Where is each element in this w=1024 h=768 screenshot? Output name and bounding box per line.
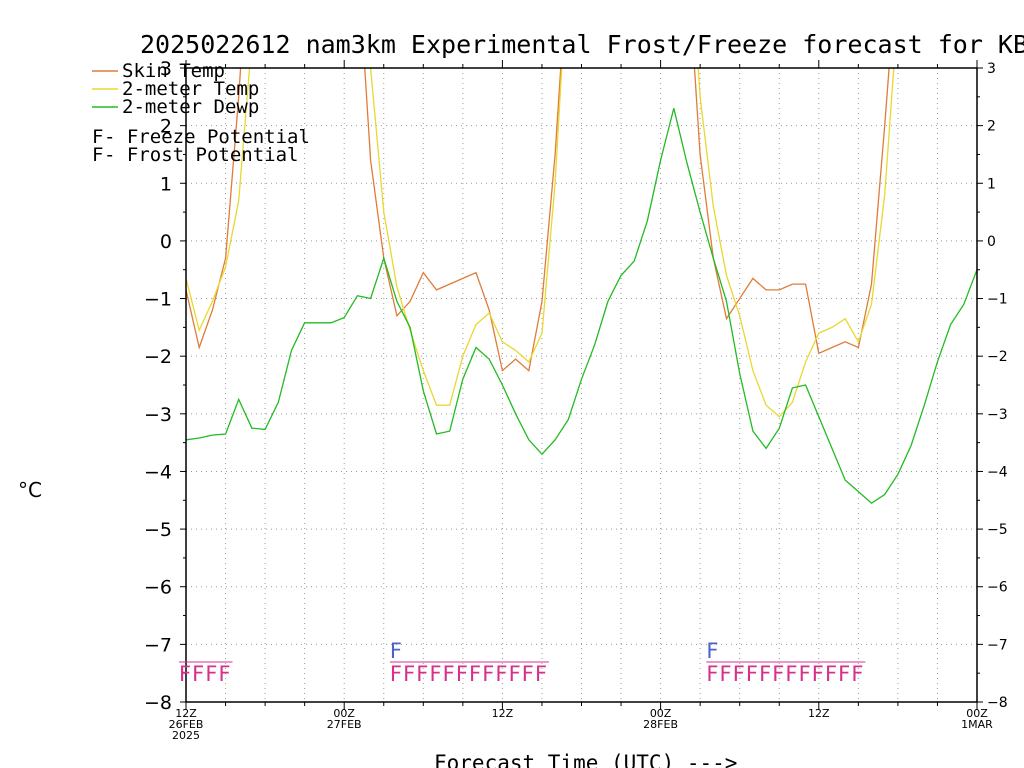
- y-tick-label-right: −6: [987, 580, 1008, 596]
- y-tick-label-right: −8: [987, 695, 1008, 711]
- y-tick-label-left: −6: [144, 577, 172, 599]
- y-tick-label-left: −7: [144, 634, 172, 656]
- y-tick-label-left: 1: [160, 173, 172, 195]
- freeze-flag: F: [429, 662, 441, 686]
- y-tick-label-left: 0: [160, 231, 172, 253]
- x-tick-label: 28FEB: [643, 718, 678, 731]
- x-axis-label: Forecast Time (UTC) --->: [434, 751, 737, 768]
- freeze-flag: F: [535, 662, 547, 686]
- legend-label: Skin Temp: [122, 60, 225, 82]
- freeze-flag: F: [522, 662, 534, 686]
- x-tick-label: 12Z: [808, 707, 830, 720]
- freeze-flag: F: [482, 662, 494, 686]
- legend-label: 2-meter Temp: [122, 78, 259, 100]
- freeze-flag: F: [192, 662, 204, 686]
- y-tick-label-left: −3: [144, 404, 172, 426]
- freeze-flag: F: [706, 662, 718, 686]
- chart-title: 2025022612 nam3km Experimental Frost/Fre…: [140, 30, 1024, 59]
- legend-label: 2-meter Dewp: [122, 96, 259, 118]
- freeze-flag: F: [456, 662, 468, 686]
- x-tick-label: 27FEB: [327, 718, 362, 731]
- legend-potential-letter: F: [92, 144, 103, 166]
- freeze-flag: F: [759, 662, 771, 686]
- y-tick-label-right: −4: [987, 464, 1008, 480]
- legend-potential-label: - Freeze Potential: [104, 126, 310, 148]
- y-tick-label-left: −2: [144, 346, 172, 368]
- series-line-2-meter-dewp: [186, 108, 977, 505]
- legend-potential-letter: F: [92, 126, 103, 148]
- series-line-2-meter-temp: [186, 68, 895, 418]
- y-tick-label-right: 0: [987, 234, 996, 250]
- y-tick-label-right: −3: [987, 407, 1008, 423]
- frost-flag: F: [706, 639, 718, 663]
- freeze-flag: F: [205, 662, 217, 686]
- y-axis-label: °C: [18, 478, 42, 502]
- y-tick-label-right: 2: [987, 119, 996, 135]
- potential-flags: F F F F F F F F F F F F F F F F F F F F F F F F F F F FF F: [179, 639, 866, 686]
- y-tick-label-left: −5: [144, 519, 172, 541]
- x-tick-label: 00Z: [650, 707, 672, 720]
- freeze-flag: F: [785, 662, 797, 686]
- freeze-flag: F: [799, 662, 811, 686]
- legend-potential-label: - Frost Potential: [104, 144, 298, 166]
- freeze-flag: F: [733, 662, 745, 686]
- x-tick-label: 12Z: [175, 707, 197, 720]
- x-tick-label: 1MAR: [961, 718, 993, 731]
- y-tick-label-left: −1: [144, 289, 172, 311]
- freeze-flag: F: [812, 662, 824, 686]
- y-tick-label-right: 3: [987, 61, 996, 77]
- y-tick-label-left: 3: [160, 58, 172, 80]
- x-tick-label: 00Z: [333, 707, 355, 720]
- y-tick-label-right: −7: [987, 637, 1008, 653]
- y-tick-label-left: −4: [144, 461, 172, 483]
- freeze-flag: F: [851, 662, 863, 686]
- freeze-flag: F: [219, 662, 231, 686]
- y-tick-label-left: 2: [160, 116, 172, 138]
- y-tick-label-right: −1: [987, 292, 1008, 308]
- freeze-flag: F: [509, 662, 521, 686]
- freeze-flag: F: [443, 662, 455, 686]
- freeze-flag: F: [390, 662, 402, 686]
- freeze-flag: F: [403, 662, 415, 686]
- freeze-flag: F: [720, 662, 732, 686]
- freeze-flag: F: [179, 662, 191, 686]
- y-tick-label-right: −5: [987, 522, 1008, 538]
- x-tick-label: 2025: [172, 729, 200, 742]
- y-tick-label-left: −8: [144, 692, 172, 714]
- y-tick-label-right: −2: [987, 349, 1008, 365]
- freeze-flag: F: [825, 662, 837, 686]
- grid: [186, 68, 977, 702]
- x-tick-label: 00Z: [966, 707, 988, 720]
- series-line-skin-temp: [186, 68, 890, 372]
- x-tick-label: 12Z: [492, 707, 514, 720]
- freeze-flag: F: [469, 662, 481, 686]
- frost-flag: F: [390, 639, 402, 663]
- axes: −8 −8 −7 −7 −6 −6 −5 −5 −4 −4 −3 −3 −2 −2 −1 −1 0 0 1 1 2 2 3 3…: [144, 58, 1008, 742]
- x-tick-label: 26FEB: [169, 718, 204, 731]
- series-lines: [186, 68, 977, 505]
- freeze-flag: F: [838, 662, 850, 686]
- y-tick-label-right: 1: [987, 176, 996, 192]
- freeze-flag: F: [416, 662, 428, 686]
- freeze-flag: F: [746, 662, 758, 686]
- freeze-flag: F: [495, 662, 507, 686]
- freeze-flag: F: [772, 662, 784, 686]
